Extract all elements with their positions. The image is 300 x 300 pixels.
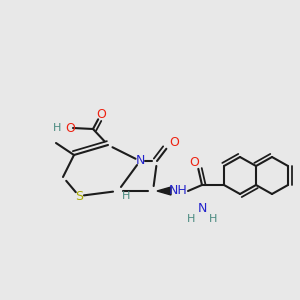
- Text: H: H: [53, 123, 61, 133]
- Text: O: O: [169, 136, 179, 149]
- Text: NH: NH: [169, 184, 188, 197]
- Text: O: O: [189, 155, 199, 169]
- Text: N: N: [197, 202, 207, 215]
- Text: H: H: [122, 191, 130, 201]
- Polygon shape: [157, 187, 171, 195]
- Text: S: S: [75, 190, 83, 202]
- Text: O: O: [96, 107, 106, 121]
- Text: O: O: [65, 122, 75, 134]
- Text: H: H: [187, 214, 195, 224]
- Text: N: N: [135, 154, 145, 167]
- Text: H: H: [209, 214, 217, 224]
